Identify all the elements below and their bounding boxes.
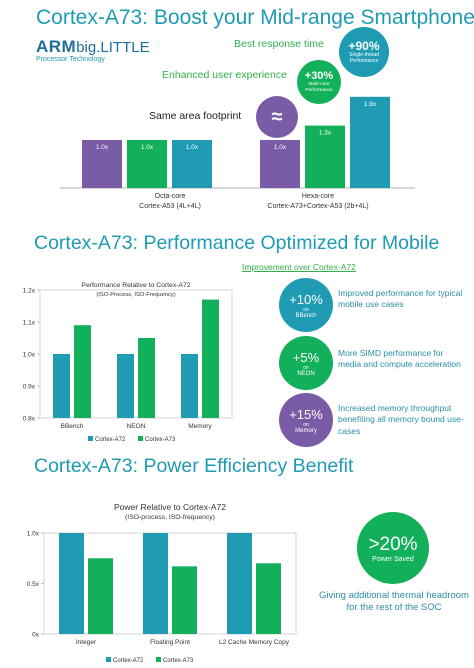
neon-circle: +5% on NEON	[279, 336, 333, 390]
legend-swatch	[156, 657, 161, 662]
y-tick-label: 1.0x	[27, 531, 40, 538]
y-tick-label: 1.1x	[23, 320, 36, 327]
bar	[227, 533, 252, 634]
memory-name: Memory	[295, 427, 317, 434]
multi-core-label: Multi-core Performance	[305, 82, 333, 93]
x-tick-label: BBench	[61, 423, 84, 430]
legend-label: Cortex-A72	[95, 437, 126, 443]
data-label: 1.9x	[364, 101, 377, 108]
same-area-label: Same area footprint	[149, 110, 242, 122]
octa-core-label: Octa-core	[154, 193, 186, 200]
section3-title: Cortex-A73: Power Efficiency Benefit	[34, 455, 354, 477]
x-tick-label: NEON	[127, 423, 146, 430]
legend-swatch	[106, 657, 111, 662]
legend-label: Cortex-A73	[145, 437, 176, 443]
logo-subtitle: Processor Technology	[36, 56, 105, 63]
approx-symbol: ≈	[271, 106, 283, 128]
neon-value: +5%	[292, 349, 320, 365]
data-label: 1.0x	[186, 144, 199, 151]
memory-on: on	[303, 421, 309, 428]
bar	[74, 325, 91, 418]
bar	[181, 354, 198, 418]
bar	[53, 354, 70, 418]
bar	[350, 96, 390, 188]
memory-value: +15%	[289, 406, 323, 422]
x-tick-label: Floating Point	[150, 639, 190, 646]
chart-subtitle: (ISO-Process, ISO-Frequency)	[96, 292, 175, 298]
y-tick-label: 1.2x	[23, 288, 36, 295]
bar	[172, 140, 212, 188]
armbiglittle-logo: ARMbig.LITTLE Processor Technology	[36, 37, 150, 63]
bar	[59, 533, 84, 634]
legend-label: Cortex-A73	[163, 658, 194, 664]
enhanced-ux-label: Enhanced user experience	[162, 69, 287, 81]
bar	[172, 566, 197, 634]
improvement-header: Improvement over Cortex-A72	[242, 262, 356, 272]
bar	[117, 354, 134, 418]
power-saved-label: Power Saved	[372, 555, 414, 563]
section1-title: Cortex-A73: Boost your Mid-range Smartph…	[36, 6, 474, 29]
section2-title: Cortex-A73: Performance Optimized for Mo…	[34, 232, 440, 254]
bbench-value: +10%	[289, 291, 323, 307]
legend-swatch	[138, 436, 143, 441]
hexa-core-sublabel: Cortex-A73+Cortex-A53 (2b+4L)	[267, 203, 369, 210]
core-comparison-chart: 1.0x 1.0x 1.0x 1.0x 1.3x 1.9x	[60, 96, 415, 189]
bar	[256, 563, 281, 634]
hexa-core-label: Hexa-core	[301, 193, 335, 200]
bar	[202, 299, 219, 418]
power-saved-circle: >20% Power Saved	[357, 512, 429, 584]
logo-big-little: big.LITTLE	[76, 39, 150, 56]
data-label: 1.0x	[96, 144, 109, 151]
bar	[88, 558, 113, 634]
multi-core-value: +30%	[304, 70, 334, 83]
memory-desc: Increased memory throughput benefiting a…	[338, 403, 464, 436]
bar	[143, 533, 168, 634]
bar	[138, 338, 155, 418]
power-saved-value: >20%	[368, 533, 418, 555]
octa-core-sublabel: Cortex-A53 (4L+4L)	[139, 203, 201, 210]
y-tick-label: 1.0x	[23, 352, 36, 359]
data-label: 1.0x	[141, 144, 154, 151]
logo-arm: ARM	[36, 37, 77, 56]
multi-core-circle: +30% Multi-core Performance	[297, 60, 341, 104]
approx-circle: ≈	[256, 96, 298, 138]
best-response-label: Best response time	[234, 38, 324, 50]
x-tick-label: Integer	[76, 639, 97, 646]
thermal-note: Giving additional thermal headroom for t…	[319, 590, 469, 614]
performance-chart: Performance Relative to Cortex-A72 (ISO-P…	[23, 282, 233, 443]
bbench-desc: Improved performance for typical mobile …	[338, 288, 463, 310]
x-tick-label: Memory	[188, 423, 212, 430]
chart-title: Performance Relative to Cortex-A72	[81, 282, 190, 289]
single-thread-circle: +90% Single-thread Performance	[339, 27, 389, 77]
bar	[305, 125, 345, 188]
memory-circle: +15% on Memory	[279, 393, 333, 447]
chart-subtitle: (ISO-process, ISO-frequency)	[125, 514, 215, 521]
legend-label: Cortex-A72	[113, 658, 144, 664]
y-tick-label: 0x	[32, 632, 40, 639]
x-tick-label: L2 Cache Memory Copy	[219, 639, 290, 646]
single-thread-label: Single-thread Performance	[349, 52, 379, 64]
bar	[127, 140, 167, 188]
chart-title: Power Relative to Cortex-A72	[114, 502, 226, 512]
bar	[82, 140, 122, 188]
bar	[260, 140, 300, 188]
data-label: 1.3x	[319, 130, 332, 137]
data-label: 1.0x	[274, 144, 287, 151]
y-tick-label: 0.8x	[23, 416, 36, 423]
y-tick-label: 0.9x	[23, 384, 36, 391]
power-chart: Power Relative to Cortex-A72 (ISO-process…	[27, 502, 297, 664]
bbench-circle: +10% on BBench	[279, 278, 333, 332]
neon-on: on	[303, 364, 309, 371]
legend-swatch	[88, 436, 93, 441]
bbench-name: BBench	[295, 312, 317, 319]
neon-name: NEON	[297, 370, 315, 377]
single-thread-value: +90%	[348, 39, 380, 54]
y-tick-label: 0.5x	[27, 581, 40, 588]
bbench-on: on	[303, 306, 309, 313]
neon-desc: More SIMD performance for media and comp…	[338, 348, 461, 370]
